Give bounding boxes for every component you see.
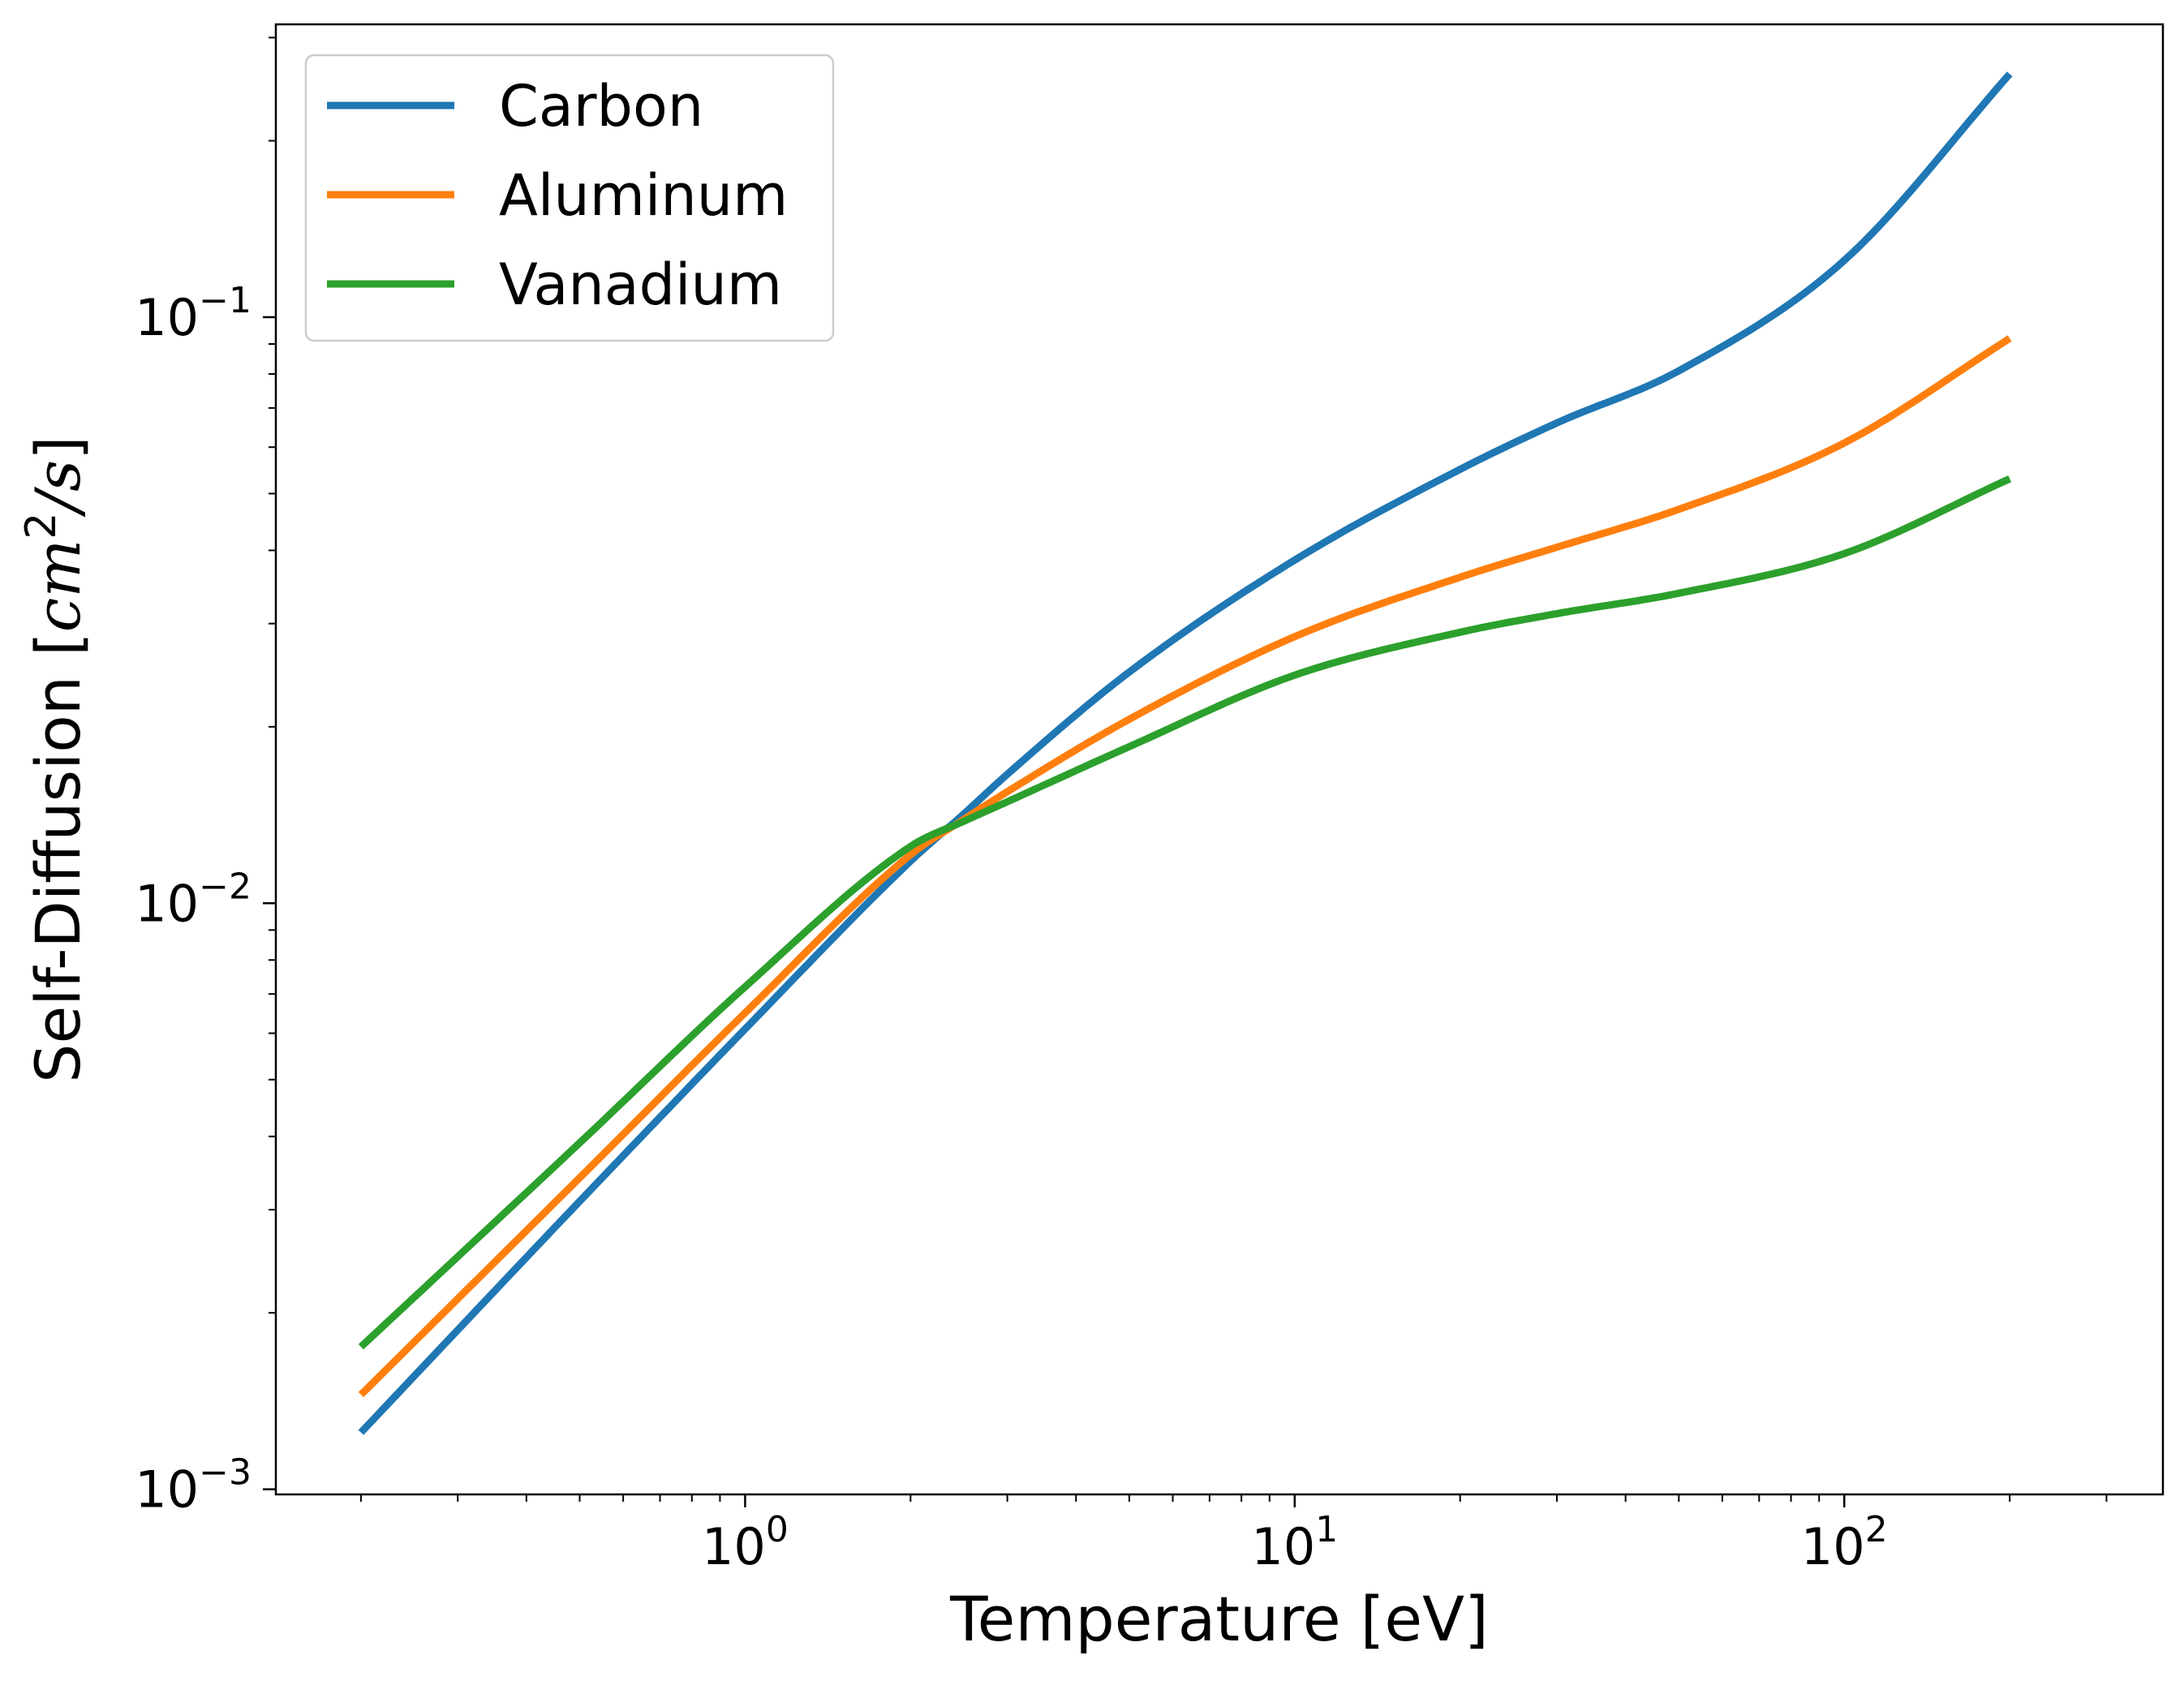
legend-label-carbon: Carbon xyxy=(499,73,703,140)
series-line-carbon xyxy=(358,71,2013,1435)
x-tick-label: 100 xyxy=(702,1509,789,1576)
series-line-vanadium xyxy=(358,475,2012,1350)
x-tick-label: 101 xyxy=(1251,1509,1338,1576)
y-tick-label: 10−2 xyxy=(135,866,252,933)
y-tick-label: 10−3 xyxy=(135,1452,252,1520)
legend: Carbon Aluminum Vanadium xyxy=(304,54,835,342)
x-axis-title: Temperature [eV] xyxy=(949,1583,1489,1655)
y-tick-label: 10−1 xyxy=(135,280,252,347)
legend-label-aluminum: Aluminum xyxy=(499,162,788,229)
y-axis-title-unit2: /s xyxy=(22,460,94,518)
y-axis-title-suffix: ] xyxy=(22,436,94,460)
x-tick-label: 102 xyxy=(1801,1509,1888,1576)
plot-frame xyxy=(274,23,2165,1496)
y-axis-title: Self-Diffusion [cm2/s] xyxy=(17,436,94,1083)
series-line-aluminum xyxy=(358,335,2012,1398)
series-lines xyxy=(358,71,2013,1435)
y-axis-title-sup: 2 xyxy=(17,513,66,540)
tick-labels: 100 101 102 10−3 10−2 10−1 xyxy=(135,280,1887,1576)
axis-ticks xyxy=(263,37,2108,1507)
legend-box xyxy=(304,54,835,342)
y-axis-title-unit: cm xyxy=(22,540,94,633)
legend-label-vanadium: Vanadium xyxy=(499,252,782,318)
y-axis-title-prefix: Self-Diffusion [ xyxy=(22,632,94,1083)
